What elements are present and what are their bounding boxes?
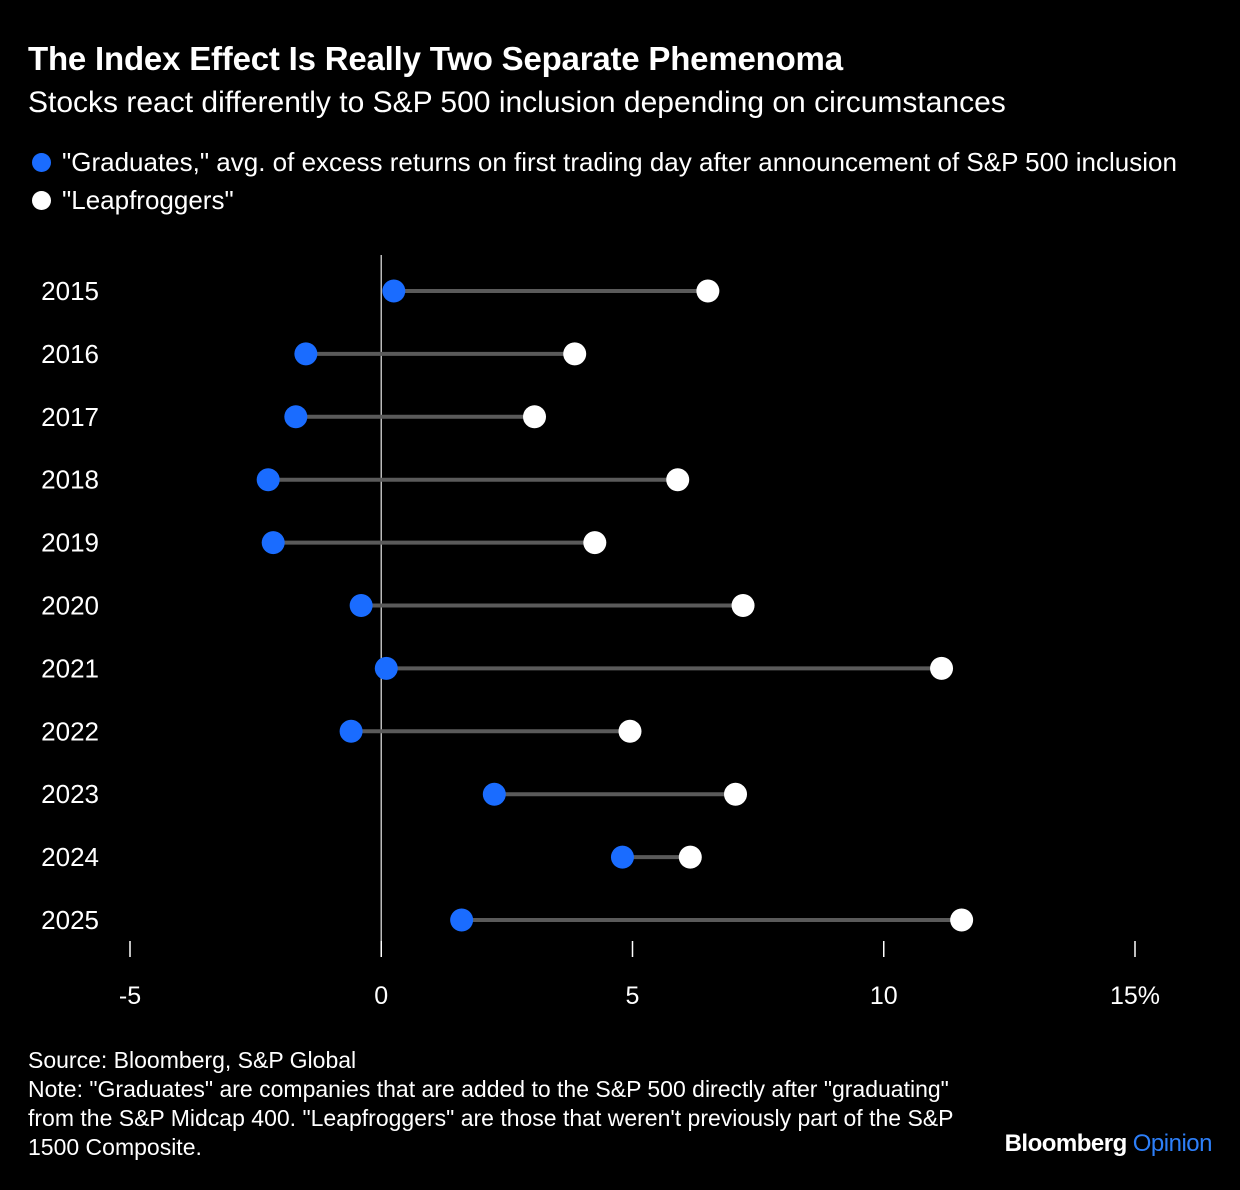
graduates-point-2025 (450, 908, 474, 932)
x-tick-label-4: 15% (1110, 982, 1160, 1010)
x-tick-label-2: 5 (626, 982, 640, 1010)
graduates-point-2019 (261, 531, 285, 555)
source-note: Source: Bloomberg, S&P Global Note: "Gra… (28, 1046, 988, 1162)
legend-label-graduates: "Graduates," avg. of excess returns on f… (62, 147, 1177, 177)
y-tick-label-2018: 2018 (41, 465, 99, 495)
legend-label-leapfroggers: "Leapfroggers" (62, 185, 234, 215)
chart-subtitle: Stocks react differently to S&P 500 incl… (28, 86, 1006, 119)
graduates-point-2015 (382, 279, 406, 303)
graduates-point-2018 (256, 468, 280, 492)
y-tick-label-2021: 2021 (41, 653, 99, 683)
leapfroggers-point-2019 (583, 531, 607, 555)
leapfroggers-point-2020 (731, 594, 755, 617)
leapfroggers-point-2024 (678, 845, 702, 869)
graduates-point-2024 (610, 845, 634, 869)
graduates-point-2020 (349, 594, 373, 617)
y-tick-label-2016: 2016 (41, 339, 99, 369)
graduates-point-2022 (339, 719, 363, 743)
source-text: Source: Bloomberg, S&P Global (28, 1047, 357, 1073)
leapfroggers-point-2015 (696, 279, 720, 303)
graduates-point-2023 (482, 782, 506, 806)
legend-swatch-graduates (32, 153, 51, 172)
x-tick-label-1: 0 (374, 982, 388, 1010)
leapfroggers-point-2023 (724, 782, 748, 806)
y-tick-label-2024: 2024 (41, 842, 99, 872)
leapfroggers-point-2017 (523, 405, 547, 429)
chart-title: The Index Effect Is Really Two Separate … (28, 40, 843, 77)
y-tick-label-2019: 2019 (41, 528, 99, 558)
y-tick-label-2017: 2017 (41, 402, 99, 432)
legend-item-leapfroggers: "Leapfroggers" (28, 184, 1188, 216)
leapfroggers-point-2021 (930, 656, 954, 680)
dumbbell-chart: -5 0 5 10 15% 2015 2016 2017 2018 2019 2020 2021 202… (41, 255, 1160, 1010)
brand-name: Bloomberg (1004, 1130, 1128, 1157)
x-tick-label-3: 10 (870, 982, 898, 1010)
brand-product: Opinion (1132, 1130, 1213, 1157)
legend-swatch-leapfroggers (32, 191, 51, 210)
y-tick-label-2025: 2025 (41, 905, 99, 935)
brand-logo: Bloomberg Opinion (1004, 1130, 1213, 1158)
leapfroggers-point-2018 (666, 468, 690, 492)
leapfroggers-point-2022 (618, 719, 642, 743)
graduates-point-2016 (294, 342, 318, 366)
y-tick-label-2023: 2023 (41, 779, 99, 809)
y-tick-label-2015: 2015 (41, 276, 99, 306)
note-text: Note: "Graduates" are companies that are… (28, 1076, 954, 1160)
legend-item-graduates: "Graduates," avg. of excess returns on f… (28, 146, 1188, 178)
y-tick-label-2020: 2020 (41, 591, 99, 621)
graduates-point-2017 (284, 405, 308, 429)
x-tick-label-0: -5 (119, 982, 141, 1010)
leapfroggers-point-2016 (563, 342, 587, 366)
legend: "Graduates," avg. of excess returns on f… (28, 146, 1188, 222)
graduates-point-2021 (374, 656, 398, 680)
y-tick-label-2022: 2022 (41, 716, 99, 746)
leapfroggers-point-2025 (950, 908, 974, 932)
